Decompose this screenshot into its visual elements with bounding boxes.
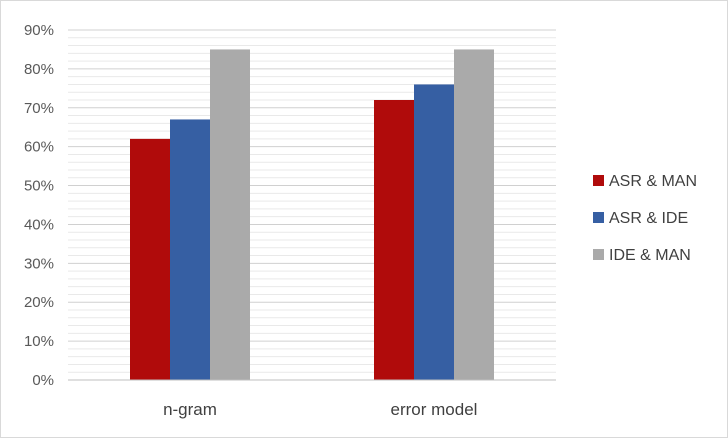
bar [170, 119, 210, 380]
y-tick-label: 50% [24, 178, 54, 195]
x-category-label: n-gram [163, 400, 217, 419]
y-tick-label: 70% [24, 100, 54, 117]
bar [414, 84, 454, 380]
y-tick-label: 90% [24, 22, 54, 39]
x-category-label: error model [391, 400, 478, 419]
legend-swatch [593, 175, 604, 186]
legend-swatch [593, 212, 604, 223]
bar [454, 49, 494, 380]
y-tick-label: 40% [24, 216, 54, 233]
y-tick-label: 60% [24, 139, 54, 156]
y-tick-label: 80% [24, 61, 54, 78]
legend-label: ASR & IDE [609, 210, 688, 227]
legend: ASR & MAN ASR & IDE IDE & MAN [593, 173, 697, 264]
y-tick-label: 10% [24, 333, 54, 350]
bar [374, 100, 414, 380]
bar [130, 138, 170, 380]
y-tick-label: 20% [24, 294, 54, 311]
legend-swatch [593, 249, 604, 260]
legend-label: IDE & MAN [609, 247, 691, 264]
y-tick-label: 30% [24, 255, 54, 272]
legend-label: ASR & MAN [609, 173, 697, 190]
bar [210, 49, 250, 380]
bars [130, 49, 494, 380]
y-tick-label: 0% [32, 372, 54, 389]
axes: 0% 10% 20% 30% 40% 50% 60% 70% 80% 90% n-gram error… [24, 22, 556, 419]
